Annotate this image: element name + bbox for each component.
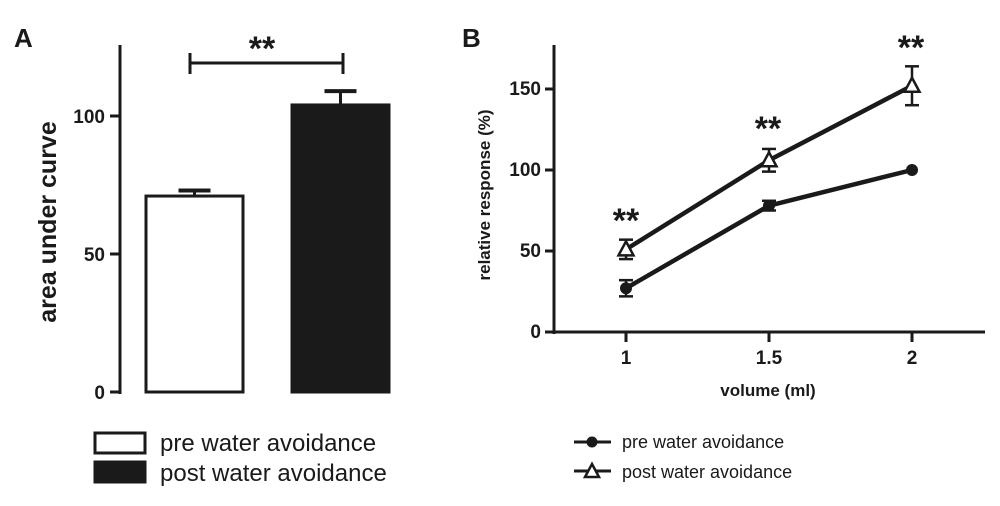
panel-a-y-axis-label: area under curve xyxy=(34,121,62,323)
series-line xyxy=(624,167,913,291)
bar-pre-water-avoidance xyxy=(144,194,245,394)
panel-a-bars xyxy=(144,89,391,394)
legend-label-series-post: post water avoidance xyxy=(622,462,792,482)
data-point-triangle xyxy=(902,75,922,94)
legend-swatch-pre xyxy=(93,431,147,455)
panel-b-x-tick-label-1: 1 xyxy=(621,348,632,369)
error-bar-post-water-avoidance xyxy=(324,89,357,105)
series-post-water-avoidance xyxy=(616,65,922,261)
panel-b-legend: pre water avoidance post water avoidance xyxy=(574,432,792,482)
data-point-circle xyxy=(906,164,918,176)
panel-b-y-tick-label-150: 150 xyxy=(509,79,541,100)
legend-label-pre: pre water avoidance xyxy=(160,430,376,457)
significance-label-a: ** xyxy=(249,30,276,68)
panel-a-label: A xyxy=(14,23,33,53)
bar-post-water-avoidance xyxy=(290,103,391,394)
panel-b-y-tick-label-0: 0 xyxy=(530,322,541,343)
panel-b-y-tick-label-100: 100 xyxy=(509,160,541,181)
legend-label-series-pre: pre water avoidance xyxy=(622,432,784,452)
panel-a-legend: pre water avoidance post water avoidance xyxy=(93,430,387,487)
panel-b-x-axis-label: volume (ml) xyxy=(720,381,815,400)
panel-a-y-tick-label-0: 0 xyxy=(94,383,105,404)
legend-swatch-post xyxy=(93,460,147,484)
significance-label-b-2: ** xyxy=(898,29,925,67)
data-point-circle xyxy=(763,199,775,212)
error-bar-pre-water-avoidance xyxy=(178,188,211,197)
panel-b: B relative response (%) volume (ml) 0 50… xyxy=(462,23,985,482)
panel-a-y-axis: 0 50 100 xyxy=(73,45,122,404)
panel-a: A area under curve 0 50 100 ** pre water… xyxy=(14,23,391,487)
panel-b-y-tick-label-50: 50 xyxy=(520,241,541,262)
legend-marker-triangle xyxy=(582,461,602,479)
data-point-triangle xyxy=(759,149,779,168)
series-pre-water-avoidance xyxy=(619,164,918,298)
panel-b-series xyxy=(616,65,922,298)
panel-b-significance: ** ** ** xyxy=(613,29,925,240)
significance-label-b-1-5: ** xyxy=(755,110,782,148)
panel-b-x-tick-label-1-5: 1.5 xyxy=(756,348,783,369)
panel-b-x-tick-label-2: 2 xyxy=(907,348,918,369)
panel-b-label: B xyxy=(462,23,481,53)
significance-label-b-1: ** xyxy=(613,202,640,240)
panel-a-y-tick-label-100: 100 xyxy=(73,107,105,128)
legend-marker-circle xyxy=(586,436,598,448)
legend-label-post: post water avoidance xyxy=(160,460,387,487)
data-point-triangle xyxy=(616,238,636,257)
data-point-circle xyxy=(620,282,632,295)
panel-b-axes: 0 50 100 150 1 1.5 2 xyxy=(509,45,985,369)
panel-a-y-tick-label-50: 50 xyxy=(84,245,105,266)
panel-b-y-axis-label: relative response (%) xyxy=(475,109,494,280)
significance-bracket: ** xyxy=(188,30,345,74)
